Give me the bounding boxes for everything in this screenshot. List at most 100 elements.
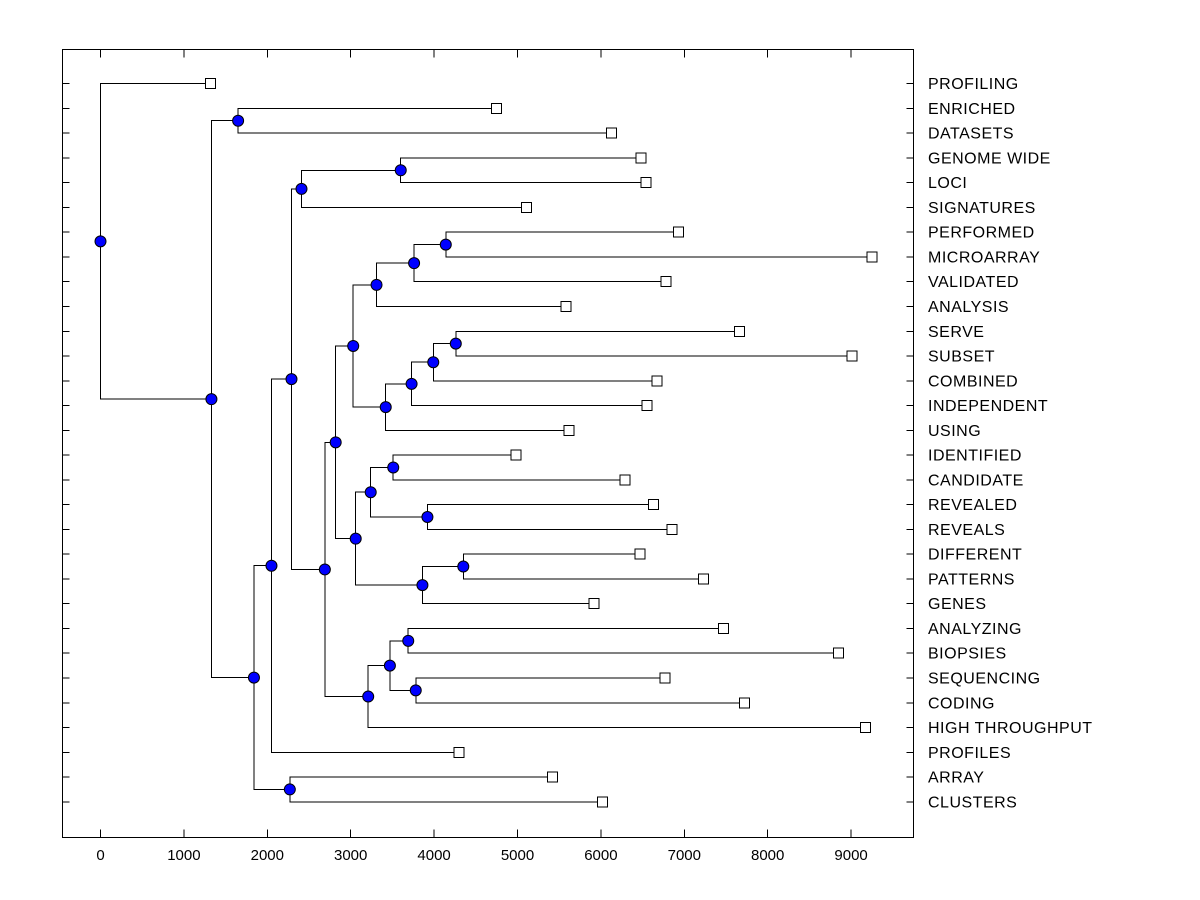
branch-line xyxy=(210,120,254,679)
branch-node-marker[interactable] xyxy=(457,560,470,573)
leaf-marker[interactable] xyxy=(560,300,572,312)
branch-node-marker[interactable] xyxy=(205,393,218,406)
branch-node-marker[interactable] xyxy=(318,563,331,576)
leaf-marker[interactable] xyxy=(634,548,646,560)
branch-node-marker[interactable] xyxy=(364,486,377,499)
branch-node-marker[interactable] xyxy=(421,511,434,524)
branch-line xyxy=(400,157,646,184)
leaf-marker[interactable] xyxy=(588,598,600,610)
branch-node-marker[interactable] xyxy=(232,114,245,127)
leaf-marker[interactable] xyxy=(660,276,672,288)
branch-node-marker[interactable] xyxy=(383,659,396,672)
leaf-label: GENES xyxy=(928,596,987,613)
leaf-label: SERVE xyxy=(928,324,984,341)
x-axis-tick-label: 4000 xyxy=(417,847,450,864)
branch-node-marker[interactable] xyxy=(347,339,360,352)
branch-node-marker[interactable] xyxy=(247,671,260,684)
leaf-marker[interactable] xyxy=(640,177,652,189)
branch-line xyxy=(300,169,527,208)
branch-line xyxy=(455,330,852,357)
leaf-label: PERFORMED xyxy=(928,225,1035,242)
leaf-label: DIFFERENT xyxy=(928,547,1022,564)
leaf-marker[interactable] xyxy=(597,796,609,808)
branch-node-marker[interactable] xyxy=(329,436,342,449)
leaf-label: PROFILES xyxy=(928,745,1011,762)
branch-node-marker[interactable] xyxy=(362,690,375,703)
leaf-marker[interactable] xyxy=(521,201,533,213)
leaf-marker[interactable] xyxy=(733,325,745,337)
leaf-marker[interactable] xyxy=(491,102,503,114)
x-axis-tick-label: 3000 xyxy=(334,847,367,864)
leaf-label: CANDIDATE xyxy=(928,472,1024,489)
leaf-label: VALIDATED xyxy=(928,274,1019,291)
x-axis-tick-label: 6000 xyxy=(584,847,617,864)
branch-node-marker[interactable] xyxy=(409,684,422,697)
leaf-marker[interactable] xyxy=(647,499,659,511)
branch-line xyxy=(432,343,657,382)
branch-node-marker[interactable] xyxy=(295,182,308,195)
leaf-marker[interactable] xyxy=(641,400,653,412)
leaf-marker[interactable] xyxy=(697,573,709,585)
leaf-label: SEQUENCING xyxy=(928,670,1041,687)
leaf-marker[interactable] xyxy=(666,523,678,535)
branch-line xyxy=(392,454,626,481)
branch-node-marker[interactable] xyxy=(94,235,107,248)
leaf-marker[interactable] xyxy=(606,127,618,139)
branch-line xyxy=(100,83,212,400)
branch-line xyxy=(367,665,866,729)
leaf-marker[interactable] xyxy=(717,622,729,634)
branch-line xyxy=(411,361,647,407)
branch-node-marker[interactable] xyxy=(283,783,296,796)
branch-node-marker[interactable] xyxy=(285,373,298,386)
branch-node-marker[interactable] xyxy=(387,461,400,474)
leaf-marker[interactable] xyxy=(738,697,750,709)
leaf-marker[interactable] xyxy=(659,672,671,684)
leaf-label: DATASETS xyxy=(928,126,1014,143)
leaf-label: LOCI xyxy=(928,175,967,192)
leaf-marker[interactable] xyxy=(672,226,684,238)
leaf-marker[interactable] xyxy=(510,449,522,461)
leaf-marker[interactable] xyxy=(547,771,559,783)
branch-line xyxy=(415,677,745,704)
leaf-marker[interactable] xyxy=(205,78,217,90)
x-axis-tick-label: 7000 xyxy=(668,847,701,864)
x-axis-tick-label: 0 xyxy=(96,847,104,864)
leaf-label: ANALYZING xyxy=(928,621,1022,638)
leaf-label: REVEALED xyxy=(928,497,1017,514)
leaf-marker[interactable] xyxy=(846,350,858,362)
branch-node-marker[interactable] xyxy=(449,337,462,350)
branch-node-marker[interactable] xyxy=(265,559,278,572)
leaf-label: USING xyxy=(928,423,981,440)
branch-node-marker[interactable] xyxy=(405,377,418,390)
branch-node-marker[interactable] xyxy=(439,238,452,251)
branch-node-marker[interactable] xyxy=(370,278,383,291)
branch-node-marker[interactable] xyxy=(402,634,415,647)
branch-node-marker[interactable] xyxy=(349,532,362,545)
branch-line xyxy=(445,231,872,258)
leaf-marker[interactable] xyxy=(563,424,575,436)
leaf-marker[interactable] xyxy=(651,375,663,387)
branch-node-marker[interactable] xyxy=(427,356,440,369)
branch-line xyxy=(462,553,704,580)
branch-line xyxy=(237,107,612,134)
leaf-label: PROFILING xyxy=(928,76,1019,93)
leaf-marker[interactable] xyxy=(833,647,845,659)
x-axis-tick-label: 2000 xyxy=(251,847,284,864)
leaf-label: SIGNATURES xyxy=(928,200,1036,217)
leaf-marker[interactable] xyxy=(619,474,631,486)
leaf-marker[interactable] xyxy=(859,722,871,734)
branch-node-marker[interactable] xyxy=(394,164,407,177)
leaf-marker[interactable] xyxy=(866,251,878,263)
branch-line xyxy=(413,244,666,283)
branch-node-marker[interactable] xyxy=(408,257,421,270)
leaf-marker[interactable] xyxy=(453,746,465,758)
leaf-label: ENRICHED xyxy=(928,101,1016,118)
branch-line xyxy=(324,441,369,698)
branch-node-marker[interactable] xyxy=(416,579,429,592)
branch-node-marker[interactable] xyxy=(379,401,392,414)
leaf-marker[interactable] xyxy=(635,152,647,164)
branch-line xyxy=(370,466,428,518)
leaf-label: GENOME WIDE xyxy=(928,150,1051,167)
